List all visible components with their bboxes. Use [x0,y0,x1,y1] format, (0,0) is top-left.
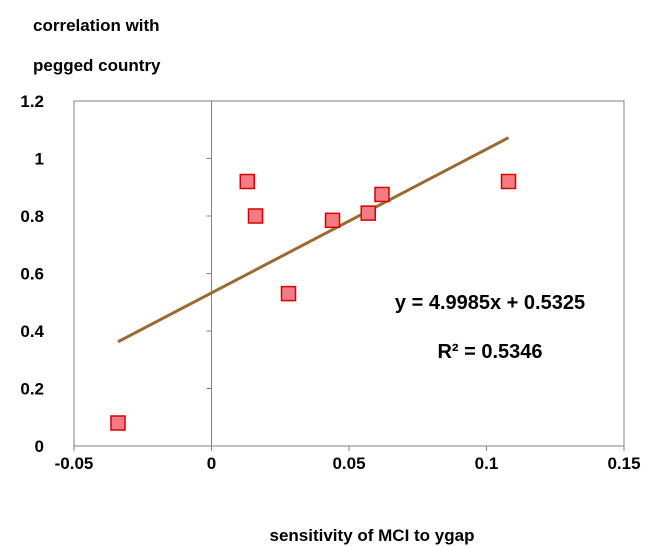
data-point [110,415,126,431]
data-point [324,212,341,229]
y-tick-label: 0 [35,437,44,456]
y-tick-label: 0.2 [20,380,44,399]
x-tick-label: 0.05 [332,454,365,473]
tick-labels: 0 0.2 0.4 0.6 0.8 1 1.2 -0.05 0 0.05 0.1 0.15 [20,92,640,473]
x-axis-title: sensitivity of MCI to ygap [270,526,475,545]
trendline-equation: y = 4.9985x + 0.5325 [395,292,585,314]
x-tick-label: 0 [207,454,216,473]
y-axis-title-line-1: correlation with [33,16,160,35]
x-tick-label: 0.15 [607,454,640,473]
y-tick-label: 0.6 [20,265,44,284]
data-point [360,205,376,221]
x-tick-label: -0.05 [55,454,94,473]
y-axis-title-line-2: pegged country [33,56,161,75]
y-tick-label: 1 [35,150,44,169]
x-tick-label: 0.1 [475,454,499,473]
axes [73,100,625,451]
plot-frame [73,100,625,447]
data-point [500,173,517,190]
data-point [247,208,264,224]
y-tick-label: 1.2 [20,92,44,111]
y-axis-title: correlation with pegged country [33,16,161,75]
data-point [374,186,390,203]
r-squared-label: R² = 0.5346 [437,341,542,363]
trendline [117,136,510,344]
data-points [110,173,517,431]
y-tick-label: 0.8 [20,207,44,226]
y-tick-label: 0.4 [20,322,44,341]
data-point [280,285,297,302]
data-point [239,173,255,190]
